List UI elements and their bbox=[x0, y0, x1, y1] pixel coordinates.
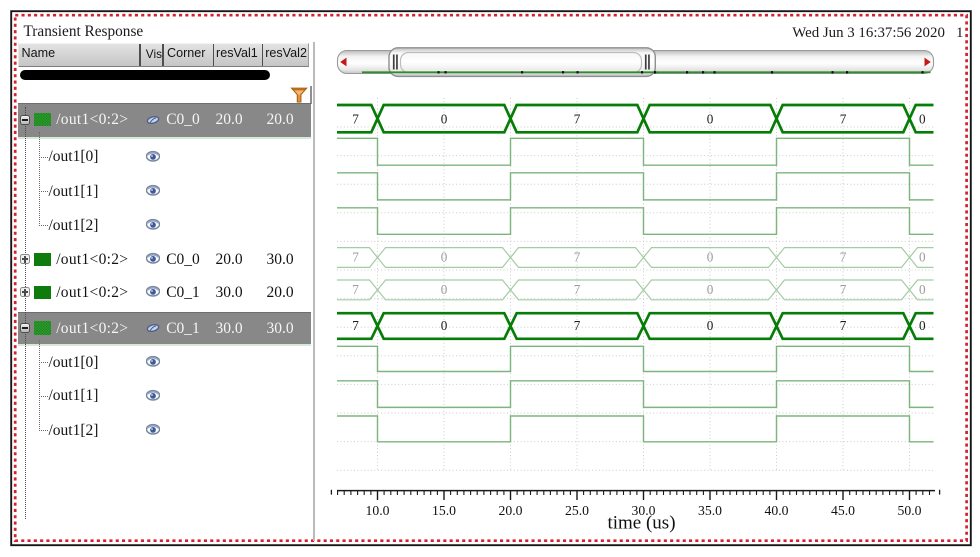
svg-text:time (us): time (us) bbox=[607, 513, 675, 534]
svg-text:7: 7 bbox=[574, 112, 581, 127]
svg-text:30.0: 30.0 bbox=[632, 503, 656, 518]
svg-text:0: 0 bbox=[441, 318, 448, 333]
svg-text:7: 7 bbox=[352, 112, 359, 127]
svg-text:15.0: 15.0 bbox=[432, 503, 456, 518]
svg-text:40.0: 40.0 bbox=[765, 503, 789, 518]
svg-text:7: 7 bbox=[352, 318, 359, 333]
svg-text:7: 7 bbox=[574, 282, 581, 297]
svg-text:10.0: 10.0 bbox=[366, 503, 390, 518]
svg-text:0: 0 bbox=[707, 318, 714, 333]
svg-text:0: 0 bbox=[919, 282, 926, 297]
svg-text:0: 0 bbox=[919, 318, 926, 333]
svg-text:0: 0 bbox=[707, 282, 714, 297]
svg-text:7: 7 bbox=[840, 250, 847, 265]
svg-text:0: 0 bbox=[707, 250, 714, 265]
svg-text:0: 0 bbox=[707, 112, 714, 127]
svg-text:7: 7 bbox=[574, 318, 581, 333]
svg-text:7: 7 bbox=[840, 282, 847, 297]
svg-text:7: 7 bbox=[352, 282, 359, 297]
svg-text:0: 0 bbox=[441, 112, 448, 127]
svg-text:7: 7 bbox=[840, 112, 847, 127]
svg-text:35.0: 35.0 bbox=[698, 503, 722, 518]
svg-text:0: 0 bbox=[441, 250, 448, 265]
svg-text:50.0: 50.0 bbox=[898, 503, 922, 518]
svg-text:7: 7 bbox=[840, 318, 847, 333]
svg-text:45.0: 45.0 bbox=[831, 503, 855, 518]
svg-text:7: 7 bbox=[574, 250, 581, 265]
svg-text:0: 0 bbox=[919, 250, 926, 265]
svg-text:0: 0 bbox=[919, 112, 926, 127]
svg-text:0: 0 bbox=[441, 282, 448, 297]
svg-text:25.0: 25.0 bbox=[565, 503, 589, 518]
svg-text:7: 7 bbox=[352, 250, 359, 265]
svg-text:20.0: 20.0 bbox=[499, 503, 523, 518]
